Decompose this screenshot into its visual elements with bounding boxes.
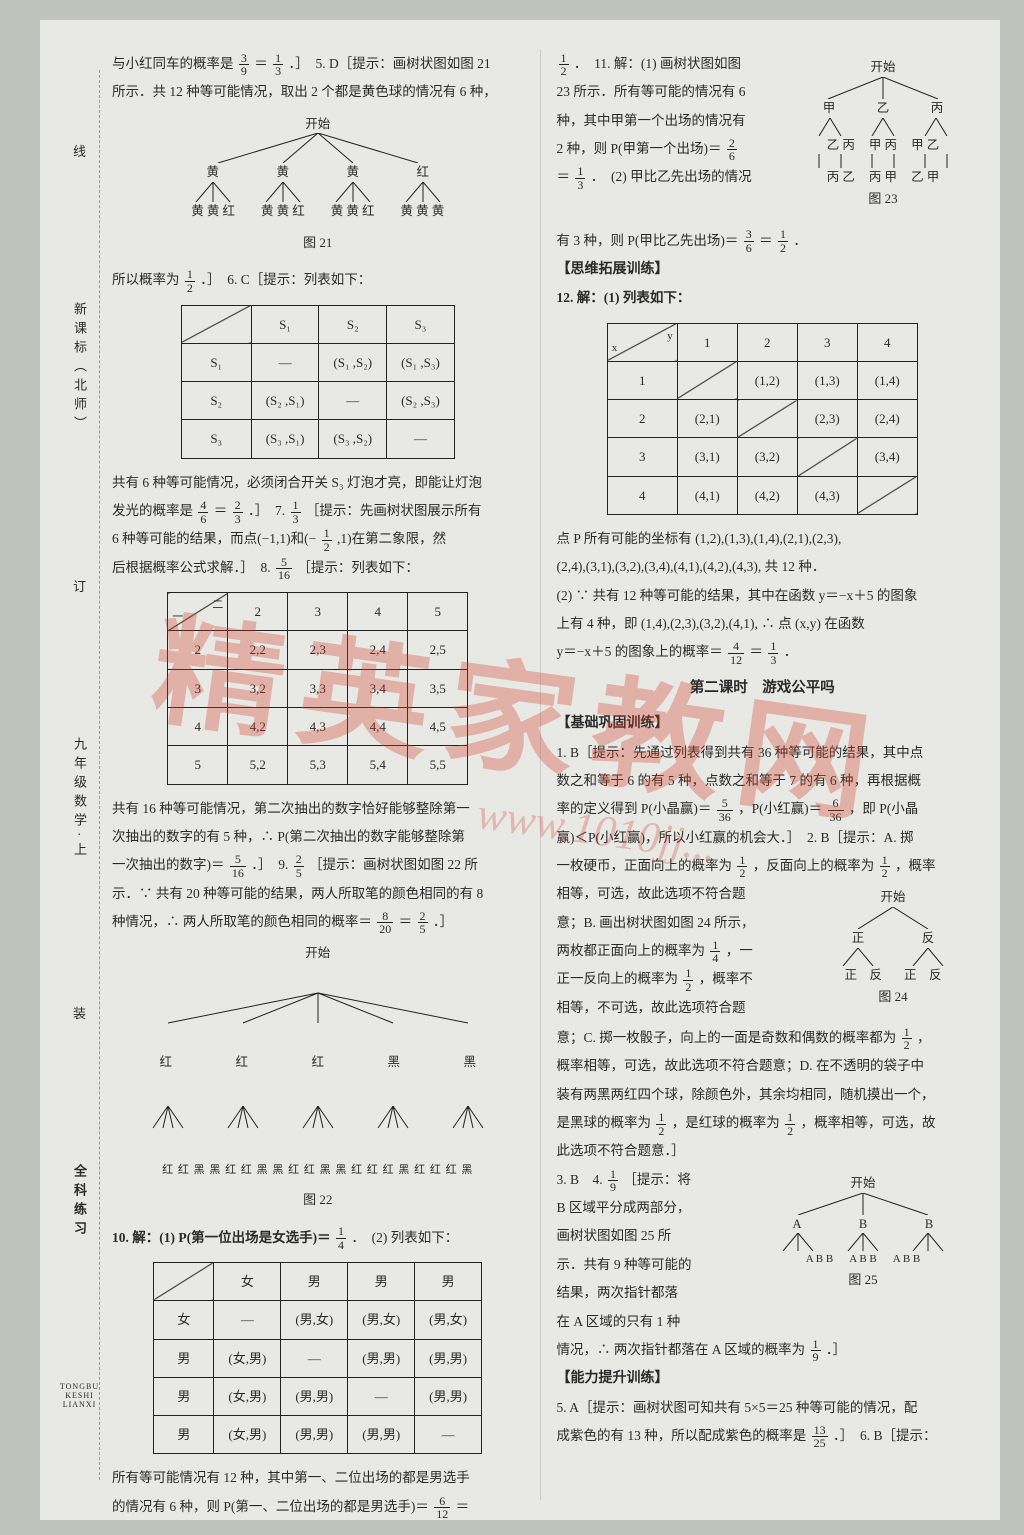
table-fm: 女男男男 女—(男,女)(男,女)(男,女) 男(女,男)—(男,男)(男,男)… [153, 1262, 482, 1454]
tree-diagram-21: 开始 黄 黄 黄 红 黄 黄 红 黄 黄 红 黄 黄 红 黄 黄 [112, 115, 524, 221]
text: ．］ 5. D［提示：画树状图如图 21 [289, 56, 491, 71]
tree-diagram-25: 开始 ABB A B BA B BA B B 图 25 [758, 1174, 968, 1300]
section-heading: 【基础巩固训练】 [557, 709, 969, 738]
guide-mark: 订 [73, 576, 86, 595]
column-separator [540, 50, 541, 1500]
table-s: S₁ S₂ S₃ S₁—(S₁ ,S₂)(S₁ ,S₃) S₂(S₂ ,S₁)—… [181, 305, 455, 459]
sidebar-brand: 全科练习 [70, 1164, 89, 1240]
guide-mark: 装 [73, 1003, 86, 1022]
table-25: 二一 2345 22,22,32,42,5 33,23,33,43,5 44,2… [167, 592, 468, 784]
tree-diagram-22: 开始 红 红 红 黑 黑 红 红 黑 黑 红 红 黑 黑 红 红 黑 黑 红 红… [112, 944, 524, 1178]
tree-diagram-24: 开始 正反 正 反正 反 图 24 [818, 888, 968, 1016]
page: 线 新课标（北师） 订 九年级数学·上 装 全科练习 TONGBU KESHI … [40, 20, 1000, 1520]
tree-diagram-23: 开始 甲乙丙 乙 丙甲 丙甲 乙 丙 乙丙 甲乙 甲 图 23 [798, 58, 968, 219]
section-heading: 【思维拓展训练】 [557, 255, 969, 284]
sidebar-subtitle: 新课标（北师） [70, 302, 89, 435]
text: 与小红同车的概率是 [112, 56, 234, 71]
left-column: 与小红同车的概率是 39 ＝ 13 ．］ 5. D［提示：画树状图如图 21 所… [100, 50, 536, 1500]
guide-mark: 线 [73, 141, 86, 160]
table-xy: yx 1234 1(1,2)(1,3)(1,4) 2(2,1)(2,3)(2,4… [607, 323, 918, 515]
sidebar-title: 九年级数学·上 [70, 737, 89, 861]
right-column: 12 ． 11. 解：(1) 画树状图如图 23 所示．所有等可能的情况有 6 … [545, 50, 981, 1500]
lesson-title: 第二课时 游戏公平吗 [557, 673, 969, 703]
figure-caption: 图 22 [112, 1186, 524, 1213]
figure-caption: 图 21 [112, 229, 524, 256]
section-heading: 【能力提升训练】 [557, 1364, 969, 1393]
sidebar: 线 新课标（北师） 订 九年级数学·上 装 全科练习 TONGBU KESHI … [60, 70, 100, 1480]
text: 所示．共 12 种等可能情况，取出 2 个都是黄色球的情况有 6 种， [112, 78, 524, 106]
sidebar-pinyin: TONGBU KESHI LIANXI [60, 1382, 99, 1409]
